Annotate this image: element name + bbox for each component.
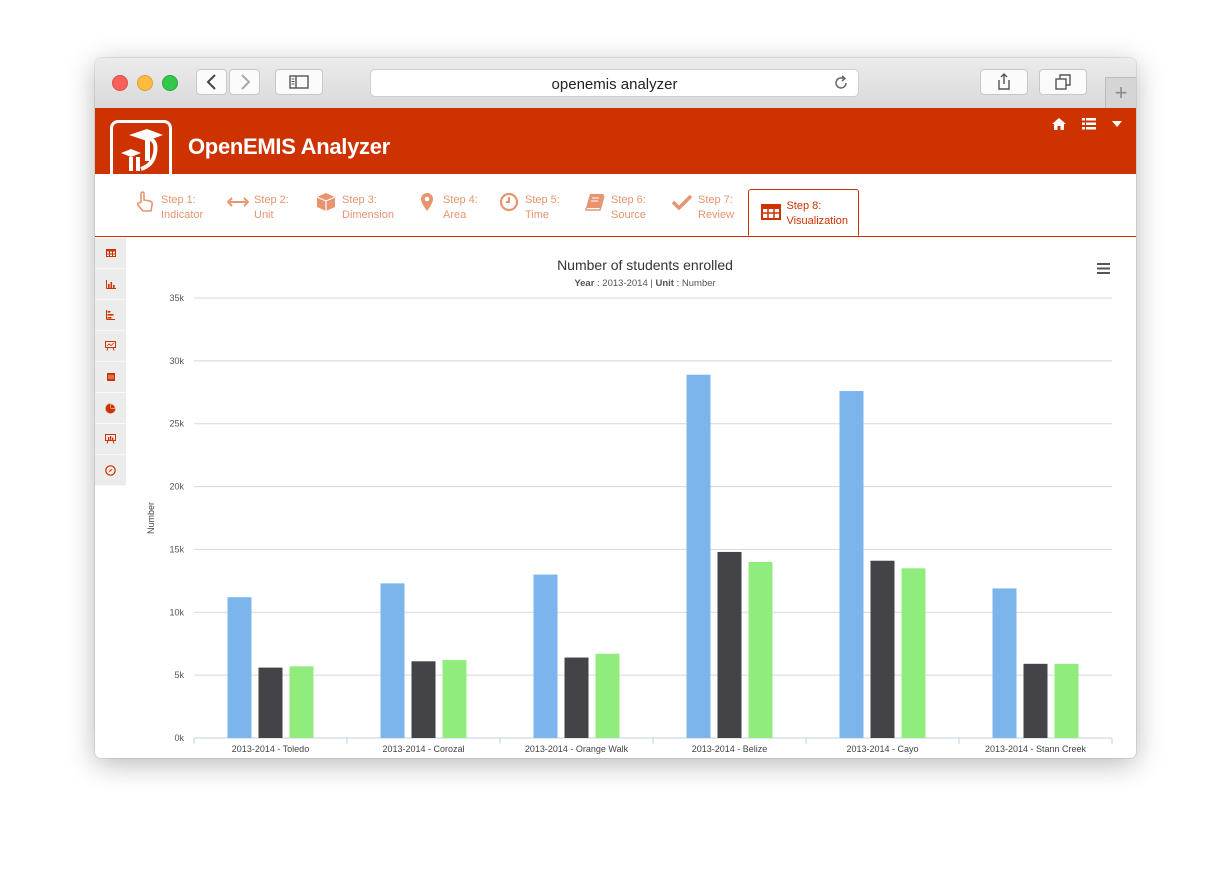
cube-icon [316, 193, 336, 211]
x-tick-label: 2013-2014 - Orange Walk [525, 744, 629, 754]
sidebar-item-document[interactable] [95, 362, 126, 393]
bar-3 [748, 562, 773, 738]
home-icon[interactable] [1052, 118, 1066, 130]
sidebar-item-column-chart[interactable] [95, 269, 126, 300]
bar-3 [901, 568, 926, 738]
bar-2 [717, 551, 742, 738]
y-axis-label: Number [146, 502, 156, 534]
column-chart-icon [105, 279, 116, 289]
tabs-overview-button[interactable] [1039, 69, 1087, 95]
plus-icon: + [1114, 80, 1128, 105]
app-logo[interactable] [110, 120, 172, 182]
bar-2 [258, 667, 283, 738]
reload-icon[interactable] [832, 74, 850, 92]
app-title: OpenEMIS Analyzer [188, 134, 390, 159]
pie-chart-icon [105, 403, 116, 413]
url-text: openemis analyzer [551, 76, 678, 93]
share-button[interactable] [980, 69, 1028, 95]
y-tick-label: 20k [169, 482, 184, 492]
caret-down-icon[interactable] [1112, 121, 1122, 127]
chart-menu-button[interactable] [1097, 261, 1110, 279]
browser-toolbar: openemis analyzer [95, 58, 1136, 109]
bar-2 [411, 661, 436, 738]
address-bar[interactable]: openemis analyzer [370, 69, 859, 97]
bar-2 [564, 657, 589, 738]
browser-window: openemis analyzer + OpenEMIS Analyzer [95, 58, 1136, 758]
enrollment-bar-chart: Number of students enrolled Year : 2013-2… [146, 257, 1113, 754]
tab-step-3-dimension[interactable]: Step 3: Dimension [314, 186, 394, 236]
tab-step-2-unit[interactable]: Step 2: Unit [226, 186, 289, 236]
tab-step-5-time[interactable]: Step 5: Time [497, 186, 560, 236]
bar-1 [227, 597, 252, 738]
sidebar-item-presentation-chart[interactable] [95, 424, 126, 455]
bar-3 [595, 653, 620, 738]
y-tick-label: 10k [169, 607, 184, 617]
list-icon[interactable] [1082, 118, 1096, 130]
bar-3 [442, 660, 467, 738]
sidebar-toggle-button[interactable] [275, 69, 323, 95]
sidebar-item-compass[interactable] [95, 455, 126, 486]
tab-step-1-indicator[interactable]: Step 1: Indicator [133, 186, 203, 236]
y-tick-label: 5k [174, 670, 184, 680]
map-pin-icon [421, 193, 433, 211]
tab-step-7-review[interactable]: Step 7: Review [670, 186, 734, 236]
sidebar-item-presentation[interactable] [95, 331, 126, 362]
bar-2 [870, 560, 895, 738]
visualization-type-sidebar [95, 238, 126, 486]
y-tick-label: 25k [169, 419, 184, 429]
sidebar-item-bar-chart[interactable] [95, 300, 126, 331]
horizontal-arrows-icon [227, 197, 249, 207]
sidebar-item-pie-chart[interactable] [95, 393, 126, 424]
y-tick-label: 30k [169, 356, 184, 366]
sidebar-icon [289, 75, 309, 89]
wizard-steps: Step 1: Indicator Step 2: Unit Step 3: Dime… [95, 174, 1136, 237]
hamburger-menu-icon [1097, 263, 1110, 274]
tabs-icon [1055, 74, 1071, 90]
bar-1 [686, 374, 711, 738]
compass-icon [105, 464, 116, 476]
tab-step-4-area[interactable]: Step 4: Area [415, 186, 478, 236]
chart-title: Number of students enrolled [557, 257, 733, 273]
bar-2 [1023, 663, 1048, 738]
share-icon [998, 73, 1010, 90]
bar-chart-icon [106, 310, 115, 320]
clock-icon [499, 192, 519, 212]
checkmark-icon [672, 194, 692, 210]
forward-button[interactable] [229, 69, 260, 95]
maximize-window-button[interactable] [162, 75, 178, 91]
book-icon [585, 194, 605, 211]
x-tick-label: 2013-2014 - Cayo [846, 744, 918, 754]
y-tick-label: 35k [169, 293, 184, 303]
x-tick-label: 2013-2014 - Toledo [232, 744, 309, 754]
presentation-chart-icon [105, 434, 116, 444]
y-tick-label: 15k [169, 544, 184, 554]
minimize-window-button[interactable] [137, 75, 153, 91]
pointer-hand-icon [136, 191, 154, 212]
bar-3 [289, 666, 314, 738]
bar-1 [992, 588, 1017, 738]
sidebar-item-table[interactable] [95, 238, 126, 269]
table-icon [105, 249, 116, 257]
chart-subtitle: Year : 2013-2014 | Unit : Number [574, 278, 715, 289]
bar-1 [533, 574, 558, 738]
app-header: OpenEMIS Analyzer [95, 108, 1136, 182]
x-tick-label: 2013-2014 - Stann Creek [985, 744, 1087, 754]
graduation-logo-icon [121, 129, 163, 171]
bar-3 [1054, 663, 1079, 738]
y-tick-label: 0k [174, 733, 184, 743]
table-icon [760, 204, 781, 220]
bar-1 [839, 391, 864, 738]
chevron-left-icon [206, 74, 216, 90]
back-button[interactable] [196, 69, 227, 95]
bar-1 [380, 583, 405, 738]
close-window-button[interactable] [112, 75, 128, 91]
chevron-right-icon [240, 74, 250, 90]
document-icon [106, 373, 115, 381]
x-tick-label: 2013-2014 - Belize [692, 744, 768, 754]
presentation-icon [105, 341, 116, 351]
new-tab-button[interactable]: + [1105, 77, 1136, 108]
tab-step-8-visualization[interactable]: Step 8: Visualization [748, 189, 859, 236]
x-tick-label: 2013-2014 - Corozal [382, 744, 464, 754]
tab-step-6-source[interactable]: Step 6: Source [583, 186, 646, 236]
